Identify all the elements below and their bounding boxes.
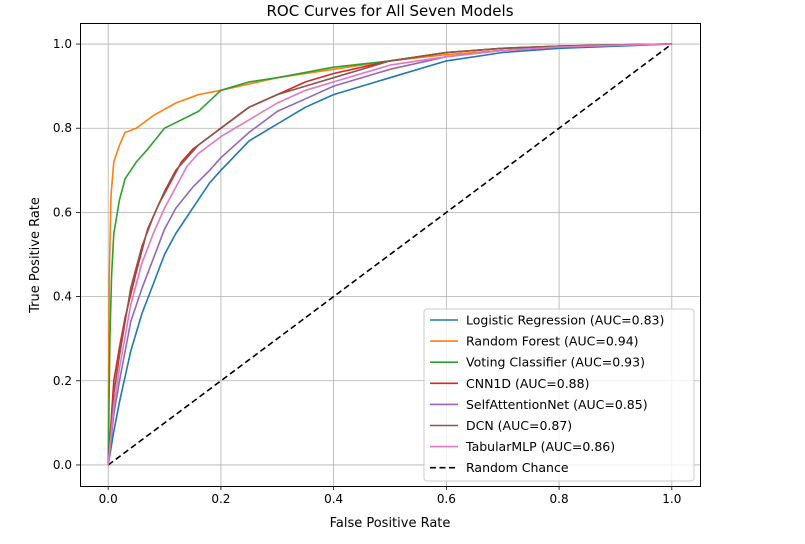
x-tick-label: 1.0 <box>662 492 681 506</box>
series-line-7 <box>107 43 673 466</box>
y-tick-label: 0.6 <box>53 205 72 219</box>
series-line-0 <box>107 43 672 466</box>
legend-label: TabularMLP (AUC=0.86) <box>465 439 615 454</box>
y-tick-label: 1.0 <box>53 37 72 51</box>
legend-label: SelfAttentionNet (AUC=0.85) <box>466 397 648 412</box>
x-tick-label: 0.6 <box>437 492 456 506</box>
x-tick-label: 0.2 <box>211 492 230 506</box>
y-tick-label: 0.2 <box>53 374 72 388</box>
legend-label: Random Chance <box>466 460 569 475</box>
series-line-6 <box>107 43 672 466</box>
plot-frame <box>80 23 701 487</box>
y-axis-ticks: 0.0 0.2 0.4 0.6 0.8 1.0 <box>53 37 80 472</box>
x-tick-label: 0.4 <box>324 492 343 506</box>
y-tick-label: 0.4 <box>53 290 72 304</box>
series-line-5 <box>107 43 672 466</box>
legend-box <box>423 308 695 482</box>
legend-label: CNN1D (AUC=0.88) <box>466 376 589 391</box>
legend-label: Voting Classifier (AUC=0.93) <box>466 355 645 370</box>
x-axis-label: False Positive Rate <box>330 516 451 531</box>
x-tick-label: 0.8 <box>550 492 569 506</box>
legend: Logistic Regression (AUC=0.83) Random For… <box>423 308 695 482</box>
y-axis-label: True Positive Rate <box>28 197 43 314</box>
y-tick-label: 0.0 <box>53 458 72 472</box>
legend-label: Logistic Regression (AUC=0.83) <box>466 313 664 328</box>
x-axis-ticks: 0.0 0.2 0.4 0.6 0.8 1.0 <box>99 486 681 506</box>
legend-label: DCN (AUC=0.87) <box>466 418 572 433</box>
x-tick-label: 0.0 <box>99 492 118 506</box>
series-lines <box>107 43 673 466</box>
grid-lines <box>80 23 700 486</box>
chart-title: ROC Curves for All Seven Models <box>266 2 513 20</box>
legend-label: Random Forest (AUC=0.94) <box>466 334 639 349</box>
y-tick-label: 0.8 <box>53 121 72 135</box>
